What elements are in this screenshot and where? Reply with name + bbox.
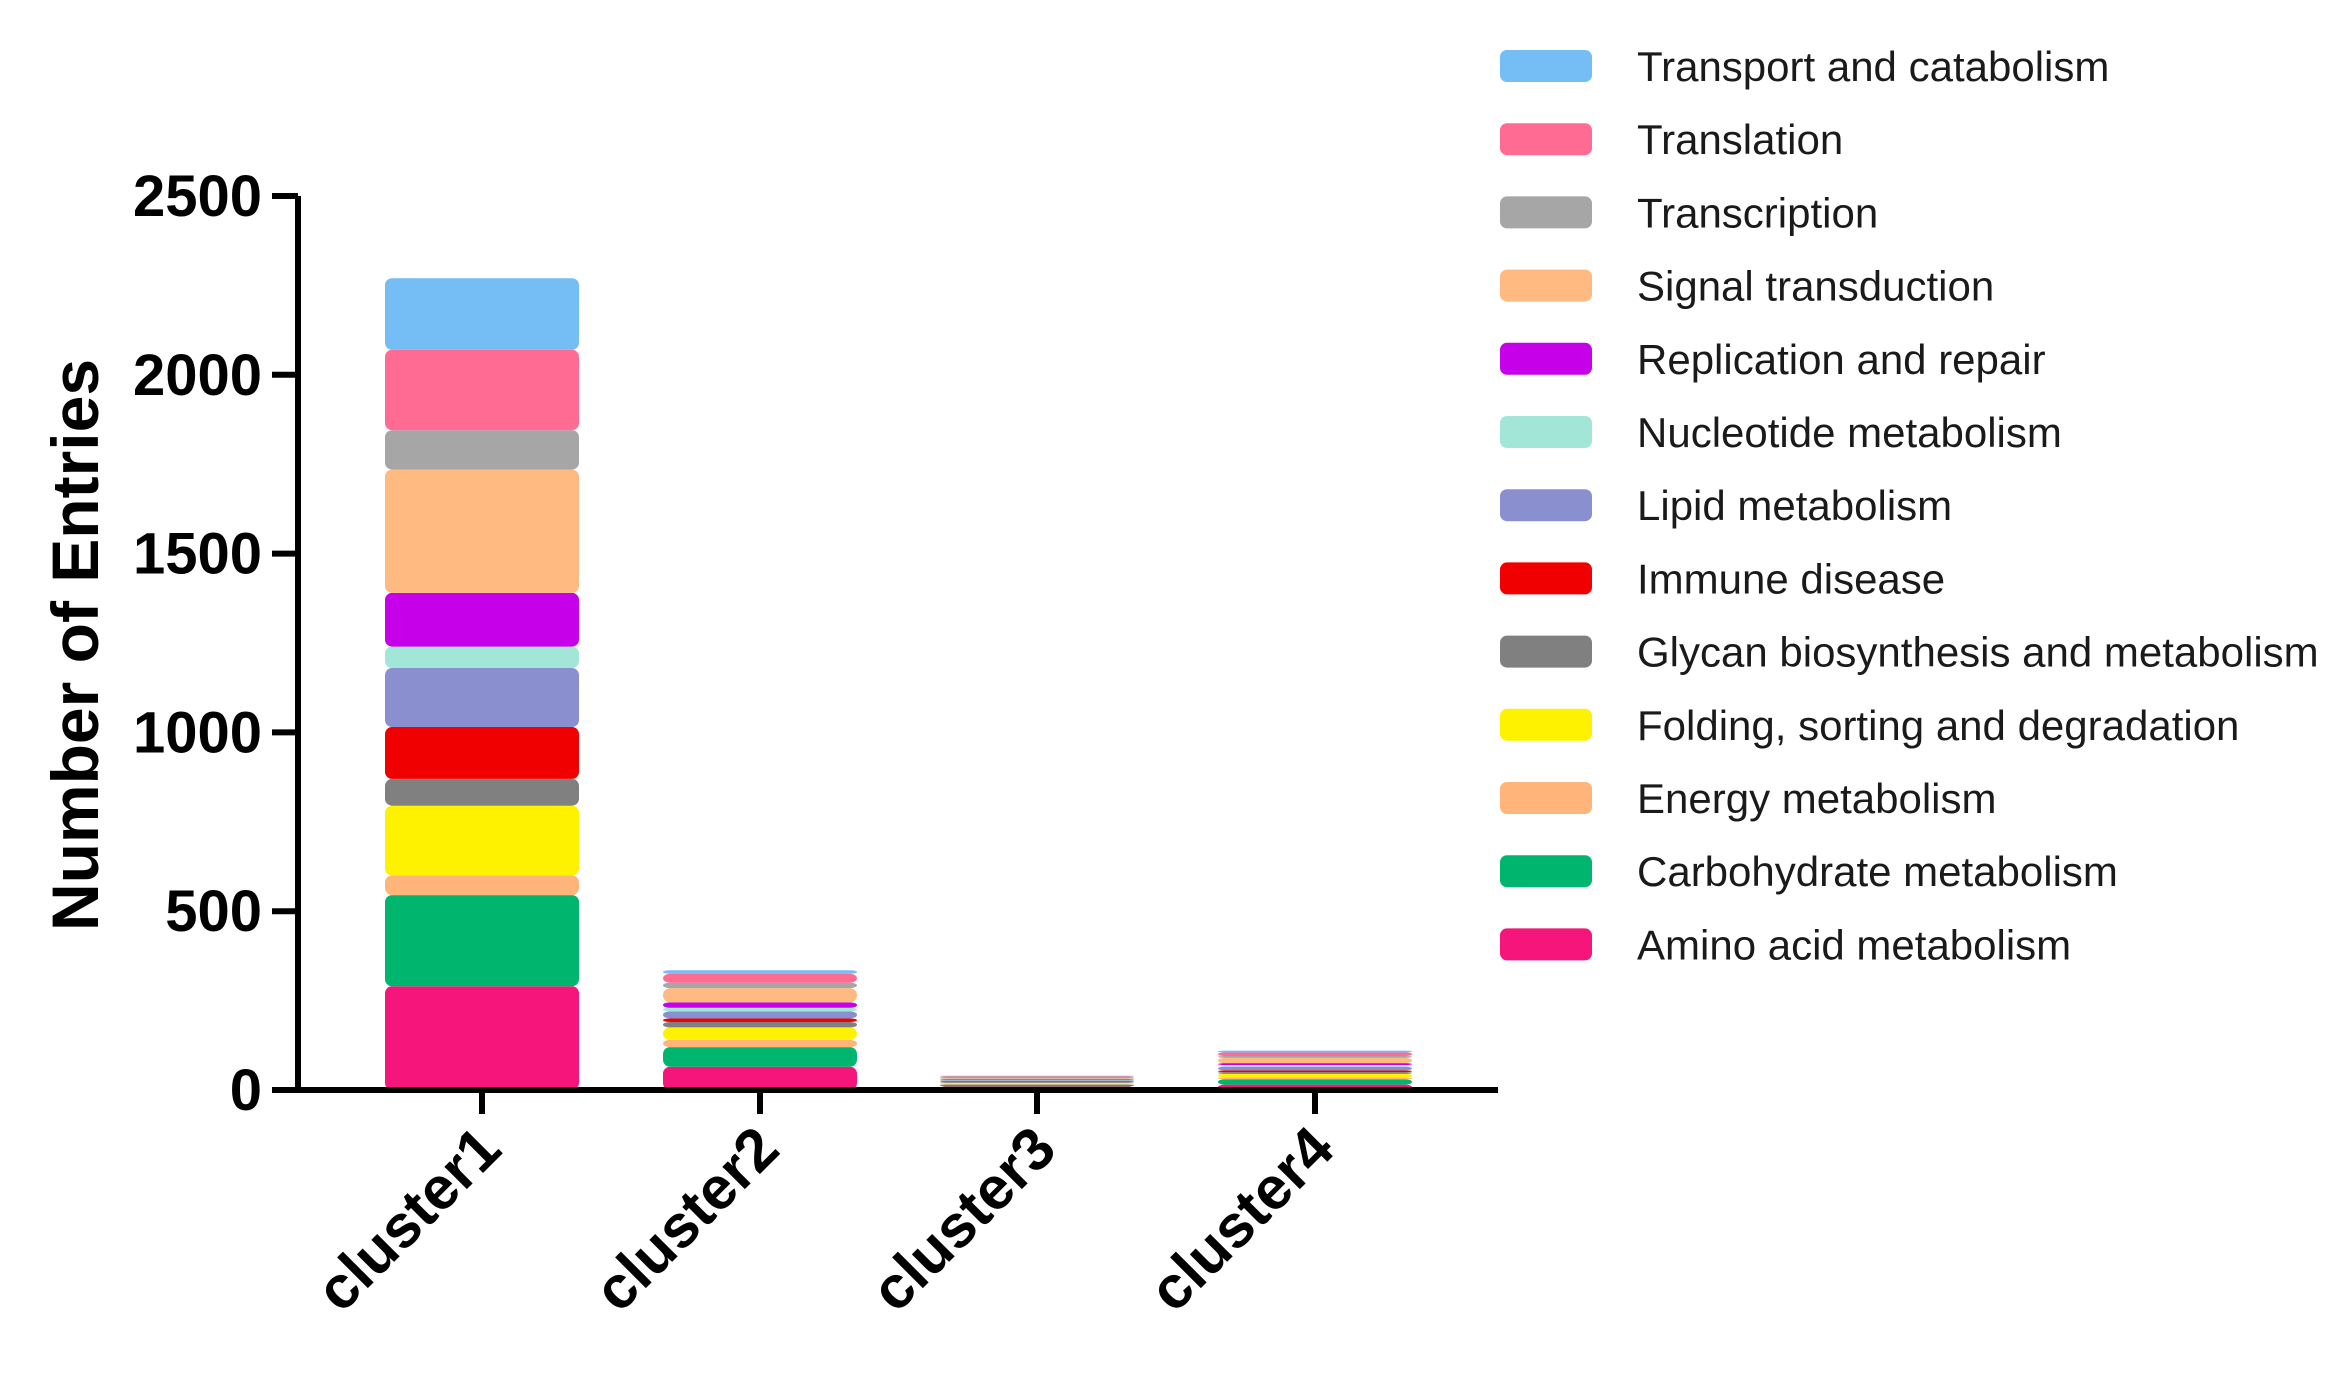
bar-segment-cluster1-translation — [385, 349, 579, 431]
legend-swatch — [1500, 269, 1592, 302]
bar-segment-cluster3-signal-transduction — [940, 1078, 1134, 1080]
bar-segment-cluster3-nucleotide-metabolism — [940, 1079, 1134, 1081]
legend-label: Amino acid metabolism — [1637, 921, 2071, 968]
legend-label: Immune disease — [1637, 555, 1945, 602]
y-tick-label: 500 — [165, 879, 262, 944]
bar-segment-cluster3-glycan-biosynthesis-and-metabolism — [940, 1082, 1134, 1083]
bar-segment-cluster4-glycan-biosynthesis-and-metabolism — [1218, 1072, 1412, 1074]
legend-swatch — [1500, 196, 1592, 229]
legend-swatch — [1500, 416, 1592, 448]
bar-segment-cluster4-translation — [1218, 1052, 1412, 1057]
bar-segment-cluster3-transport-and-catabolism — [940, 1075, 1134, 1077]
y-tick-label: 2500 — [133, 164, 262, 229]
x-tick-label-cluster3: cluster3 — [858, 1114, 1068, 1324]
bar-segment-cluster3-translation — [940, 1076, 1134, 1078]
bar-segment-cluster3-folding-sorting-and-degradation — [940, 1082, 1134, 1084]
bar-segment-cluster1-signal-transduction — [385, 469, 579, 593]
legend-label: Folding, sorting and degradation — [1637, 702, 2239, 749]
y-tick-label: 1500 — [133, 522, 262, 587]
bar-segment-cluster2-energy-metabolism — [663, 1039, 857, 1048]
bar-segment-cluster3-replication-and-repair — [940, 1079, 1134, 1080]
bar-segment-cluster4-signal-transduction — [1218, 1057, 1412, 1064]
bar-segment-cluster1-glycan-biosynthesis-and-metabolism — [385, 778, 579, 806]
legend-swatch — [1500, 123, 1592, 156]
bar-segment-cluster4-carbohydrate-metabolism — [1218, 1079, 1412, 1085]
bar-segment-cluster2-signal-transduction — [663, 988, 857, 1003]
bar-segment-cluster1-nucleotide-metabolism — [385, 646, 579, 669]
legend-swatch — [1500, 708, 1592, 741]
legend-label: Signal transduction — [1637, 263, 1994, 310]
legend-swatch — [1500, 489, 1592, 522]
legend-swatch — [1500, 635, 1592, 668]
legend-label: Transport and catabolism — [1637, 43, 2109, 90]
bar-segment-cluster4-nucleotide-metabolism — [1218, 1064, 1412, 1067]
bar-segment-cluster4-folding-sorting-and-degradation — [1218, 1073, 1412, 1078]
legend-swatch — [1500, 50, 1592, 82]
y-tick-label: 2000 — [133, 343, 262, 408]
legend-swatch — [1500, 855, 1592, 888]
bar-segment-cluster2-glycan-biosynthesis-and-metabolism — [663, 1022, 857, 1028]
x-tick-label-cluster4: cluster4 — [1136, 1113, 1347, 1324]
y-tick-label: 1000 — [133, 700, 262, 765]
legend-label: Lipid metabolism — [1637, 482, 1952, 529]
bar-segment-cluster2-amino-acid-metabolism — [663, 1066, 857, 1090]
bar-segment-cluster3-carbohydrate-metabolism — [940, 1084, 1134, 1087]
bar-segment-cluster2-transcription — [663, 982, 857, 989]
bar-segment-cluster1-carbohydrate-metabolism — [385, 895, 579, 987]
x-tick-label-cluster2: cluster2 — [581, 1114, 791, 1324]
bar-segment-cluster4-transport-and-catabolism — [1218, 1050, 1412, 1053]
legend-label: Translation — [1637, 116, 1843, 163]
bar-segment-cluster4-immune-disease — [1218, 1070, 1412, 1073]
bar-segment-cluster2-carbohydrate-metabolism — [663, 1047, 857, 1067]
bar-segment-cluster4-energy-metabolism — [1218, 1077, 1412, 1080]
bar-segment-cluster1-energy-metabolism — [385, 875, 579, 896]
legend-label: Transcription — [1637, 189, 1878, 236]
bar-segment-cluster2-nucleotide-metabolism — [663, 1007, 857, 1012]
bar-segment-cluster2-folding-sorting-and-degradation — [663, 1027, 857, 1040]
bar-segment-cluster1-folding-sorting-and-degradation — [385, 805, 579, 876]
bar-segment-cluster2-replication-and-repair — [663, 1002, 857, 1008]
bar-segment-cluster4-lipid-metabolism — [1218, 1066, 1412, 1071]
bar-segment-cluster1-replication-and-repair — [385, 592, 579, 647]
bar-segment-cluster2-transport-and-catabolism — [663, 970, 857, 974]
bar-segment-cluster3-transcription — [940, 1077, 1134, 1079]
bars-group — [385, 278, 1412, 1090]
bar-segment-cluster1-transcription — [385, 430, 579, 470]
bar-segment-cluster3-immune-disease — [940, 1081, 1134, 1083]
legend: Transport and catabolism Translation Trans… — [1500, 43, 2319, 968]
bar-segment-cluster2-immune-disease — [663, 1018, 857, 1023]
bar-segment-cluster2-lipid-metabolism — [663, 1011, 857, 1019]
bar-segment-cluster1-lipid-metabolism — [385, 668, 579, 728]
bar-segment-cluster1-immune-disease — [385, 727, 579, 779]
bar-segment-cluster2-translation — [663, 973, 857, 983]
bar-segment-cluster3-energy-metabolism — [940, 1083, 1134, 1085]
legend-swatch — [1500, 562, 1592, 595]
bar-segment-cluster4-replication-and-repair — [1218, 1063, 1412, 1065]
axes-group: 0 500 1000 1500 2000 2500 cluster1 cluster2 clus… — [133, 164, 1498, 1324]
y-axis-title: Number of Entries — [38, 359, 112, 931]
legend-label: Carbohydrate metabolism — [1637, 848, 2118, 895]
legend-label: Energy metabolism — [1637, 775, 1996, 822]
bar-segment-cluster4-transcription — [1218, 1056, 1412, 1058]
y-tick-label: 0 — [230, 1058, 262, 1123]
legend-label: Glycan biosynthesis and metabolism — [1637, 629, 2319, 676]
legend-label: Replication and repair — [1637, 336, 2046, 383]
legend-swatch — [1500, 782, 1592, 814]
bar-segment-cluster3-lipid-metabolism — [940, 1080, 1134, 1082]
bar-segment-cluster1-amino-acid-metabolism — [385, 986, 579, 1090]
bar-segment-cluster1-transport-and-catabolism — [385, 278, 579, 350]
legend-label: Nucleotide metabolism — [1637, 409, 2062, 456]
legend-swatch — [1500, 342, 1592, 375]
legend-swatch — [1500, 928, 1592, 961]
x-tick-label-cluster1: cluster1 — [303, 1114, 513, 1324]
